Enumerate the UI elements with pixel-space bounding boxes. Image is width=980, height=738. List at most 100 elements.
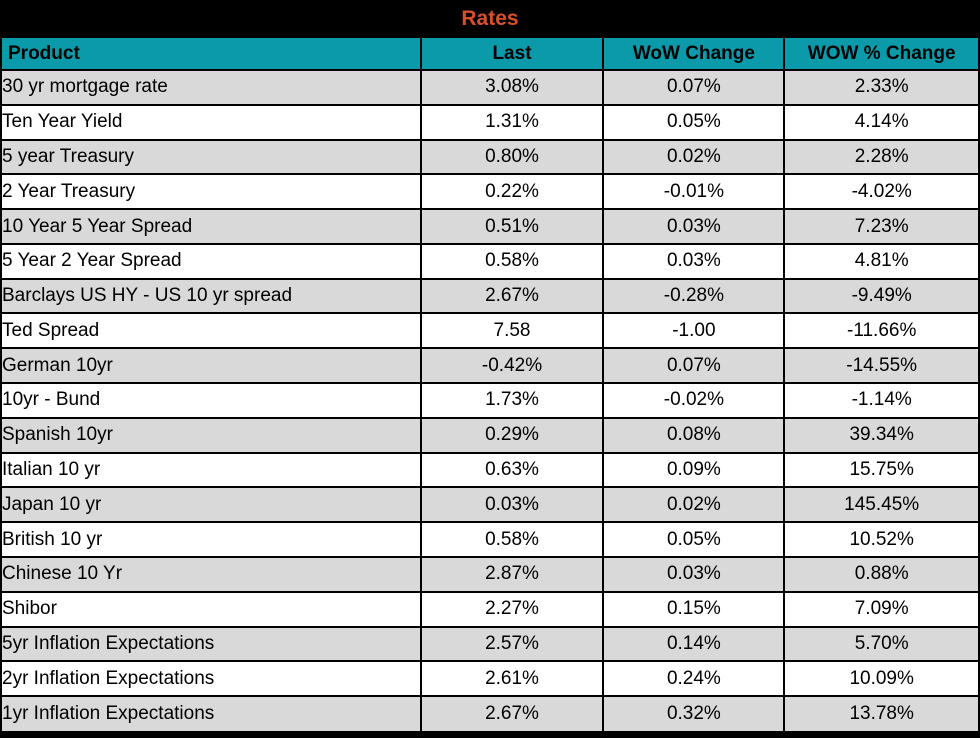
cell-wow-change: 0.32%: [602, 695, 786, 736]
table-row: Barclays US HY - US 10 yr spread 2.67% -0.…: [0, 277, 980, 315]
cell-wow-change: -1.00: [602, 312, 786, 350]
cell-wow-pct-change: 10.09%: [783, 660, 980, 698]
cell-last: 2.87%: [419, 555, 605, 593]
cell-wow-change: 0.08%: [602, 416, 786, 454]
cell-last: 0.29%: [419, 416, 605, 454]
cell-product: Barclays US HY - US 10 yr spread: [0, 277, 422, 315]
cell-last: 0.03%: [419, 486, 605, 524]
cell-wow-change: -0.01%: [602, 173, 786, 211]
cell-last: 0.51%: [419, 208, 605, 245]
cell-last: 2.61%: [419, 660, 605, 698]
cell-last: 2.67%: [419, 277, 605, 315]
table-row: 5 Year 2 Year Spread 0.58% 0.03% 4.81%: [0, 242, 980, 280]
cell-wow-pct-change: -14.55%: [783, 347, 980, 385]
cell-wow-change: -0.28%: [602, 277, 786, 315]
cell-product: 5 Year 2 Year Spread: [0, 242, 422, 280]
cell-product: 5yr Inflation Expectations: [0, 625, 422, 663]
cell-product: 2 Year Treasury: [0, 173, 422, 211]
table-row: Chinese 10 Yr 2.87% 0.03% 0.88%: [0, 555, 980, 593]
cell-wow-change: 0.07%: [602, 347, 786, 385]
cell-last: 2.27%: [419, 590, 605, 628]
cell-wow-change: 0.02%: [602, 486, 786, 524]
column-header-product: Product: [0, 36, 422, 71]
cell-last: 0.22%: [419, 173, 605, 211]
cell-product: Ted Spread: [0, 312, 422, 350]
table-row: 1yr Inflation Expectations 2.67% 0.32% 13.7…: [0, 695, 980, 736]
cell-wow-change: 0.05%: [602, 521, 786, 558]
table-row: Ten Year Yield 1.31% 0.05% 4.14%: [0, 103, 980, 141]
cell-last: 7.58: [419, 312, 605, 350]
cell-wow-pct-change: 7.09%: [783, 590, 980, 628]
cell-wow-pct-change: 145.45%: [783, 486, 980, 524]
cell-wow-change: 0.03%: [602, 242, 786, 280]
cell-product: Italian 10 yr: [0, 451, 422, 489]
cell-product: Shibor: [0, 590, 422, 628]
cell-product: Ten Year Yield: [0, 103, 422, 141]
cell-last: 0.58%: [419, 242, 605, 280]
cell-wow-change: 0.03%: [602, 555, 786, 593]
cell-wow-pct-change: 39.34%: [783, 416, 980, 454]
cell-last: 0.80%: [419, 138, 605, 176]
cell-wow-pct-change: -11.66%: [783, 312, 980, 350]
cell-product: Japan 10 yr: [0, 486, 422, 524]
cell-product: 2yr Inflation Expectations: [0, 660, 422, 698]
cell-wow-pct-change: 2.28%: [783, 138, 980, 176]
cell-last: 1.31%: [419, 103, 605, 141]
cell-product: Spanish 10yr: [0, 416, 422, 454]
cell-product: British 10 yr: [0, 521, 422, 558]
table-row: British 10 yr 0.58% 0.05% 10.52%: [0, 521, 980, 558]
cell-wow-pct-change: 4.14%: [783, 103, 980, 141]
cell-wow-pct-change: 0.88%: [783, 555, 980, 593]
cell-last: 2.67%: [419, 695, 605, 736]
cell-wow-pct-change: -4.02%: [783, 173, 980, 211]
table-title: Rates: [0, 0, 980, 38]
column-header-wow-change: WoW Change: [602, 36, 786, 71]
cell-wow-change: 0.02%: [602, 138, 786, 176]
cell-product: 1yr Inflation Expectations: [0, 695, 422, 736]
table-row: German 10yr -0.42% 0.07% -14.55%: [0, 347, 980, 385]
table-row: Japan 10 yr 0.03% 0.02% 145.45%: [0, 486, 980, 524]
table-title-row: Rates: [0, 0, 980, 38]
cell-last: -0.42%: [419, 347, 605, 385]
cell-wow-pct-change: 7.23%: [783, 208, 980, 245]
cell-wow-change: -0.02%: [602, 382, 786, 419]
cell-product: Chinese 10 Yr: [0, 555, 422, 593]
table-row: 30 yr mortgage rate 3.08% 0.07% 2.33%: [0, 69, 980, 106]
table-row: 5 year Treasury 0.80% 0.02% 2.28%: [0, 138, 980, 176]
table-row: Italian 10 yr 0.63% 0.09% 15.75%: [0, 451, 980, 489]
column-header-last: Last: [419, 36, 605, 71]
cell-wow-pct-change: 10.52%: [783, 521, 980, 558]
cell-wow-pct-change: 15.75%: [783, 451, 980, 489]
table-row: Ted Spread 7.58 -1.00 -11.66%: [0, 312, 980, 350]
cell-wow-pct-change: -1.14%: [783, 382, 980, 419]
cell-wow-change: 0.14%: [602, 625, 786, 663]
cell-wow-change: 0.07%: [602, 69, 786, 106]
table-row: Spanish 10yr 0.29% 0.08% 39.34%: [0, 416, 980, 454]
cell-wow-pct-change: 13.78%: [783, 695, 980, 736]
table-body: 30 yr mortgage rate 3.08% 0.07% 2.33% Ten Ye…: [0, 69, 980, 736]
cell-product: German 10yr: [0, 347, 422, 385]
table-row: 10yr - Bund 1.73% -0.02% -1.14%: [0, 382, 980, 419]
cell-wow-pct-change: 5.70%: [783, 625, 980, 663]
cell-product: 5 year Treasury: [0, 138, 422, 176]
cell-last: 1.73%: [419, 382, 605, 419]
table-row: Shibor 2.27% 0.15% 7.09%: [0, 590, 980, 628]
cell-wow-change: 0.03%: [602, 208, 786, 245]
cell-wow-change: 0.09%: [602, 451, 786, 489]
cell-last: 2.57%: [419, 625, 605, 663]
cell-product: 10 Year 5 Year Spread: [0, 208, 422, 245]
table-row: 10 Year 5 Year Spread 0.51% 0.03% 7.23%: [0, 208, 980, 245]
cell-last: 0.58%: [419, 521, 605, 558]
cell-wow-change: 0.05%: [602, 103, 786, 141]
cell-wow-pct-change: 2.33%: [783, 69, 980, 106]
table-row: 2yr Inflation Expectations 2.61% 0.24% 10.0…: [0, 660, 980, 698]
column-header-wow-pct-change: WOW % Change: [783, 36, 980, 71]
table-row: 2 Year Treasury 0.22% -0.01% -4.02%: [0, 173, 980, 211]
cell-wow-change: 0.15%: [602, 590, 786, 628]
cell-last: 0.63%: [419, 451, 605, 489]
cell-product: 30 yr mortgage rate: [0, 69, 422, 106]
cell-product: 10yr - Bund: [0, 382, 422, 419]
cell-wow-change: 0.24%: [602, 660, 786, 698]
table-row: 5yr Inflation Expectations 2.57% 0.14% 5.70…: [0, 625, 980, 663]
